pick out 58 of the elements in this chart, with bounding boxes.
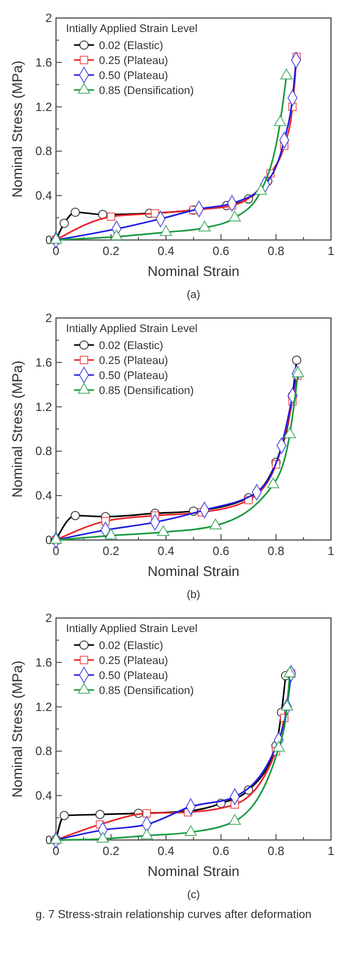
x-tick-label: 0.2 [102, 544, 120, 558]
y-tick-label: 2 [45, 11, 52, 25]
y-tick-label: 1.2 [35, 100, 52, 114]
legend-title: Intially Applied Strain Level [66, 23, 198, 35]
legend-label: 0.85 (Densification) [99, 85, 194, 97]
text: (a) [186, 289, 200, 301]
text: (c) [187, 889, 200, 901]
legend-label: 0.02 (Elastic) [99, 340, 164, 352]
legend-label: 0.02 (Elastic) [99, 640, 164, 652]
x-tick-label: 0.4 [158, 544, 175, 558]
x-tick-label: 0.6 [212, 244, 230, 258]
legend-title: Intially Applied Strain Level [66, 323, 198, 335]
y-tick-label: 0 [45, 833, 52, 847]
y-tick-label: 0 [45, 233, 52, 247]
x-tick-label: 1 [328, 844, 335, 858]
x-tick-label: 0.4 [158, 844, 175, 858]
y-tick-label: 0.4 [35, 488, 52, 503]
y-tick-label: 0 [45, 533, 52, 547]
legend-title: Intially Applied Strain Level [66, 623, 198, 635]
y-axis-title: Nominal Stress (MPa) [9, 60, 25, 198]
y-tick-label: 1.2 [35, 700, 52, 714]
legend-label: 0.50 (Plateau) [99, 70, 168, 82]
text: g. 7 Stress-strain relationship curves after deformation [35, 909, 312, 921]
x-tick-label: 0.2 [102, 844, 120, 858]
y-tick-label: 2 [45, 611, 52, 625]
x-axis-title: Nominal Strain [148, 863, 240, 879]
legend-label: 0.85 (Densification) [99, 685, 194, 697]
y-tick-label: 0.8 [35, 144, 52, 158]
legend-label: 0.25 (Plateau) [99, 55, 168, 67]
legend-label: 0.50 (Plateau) [99, 670, 168, 682]
legend-label: 0.02 (Elastic) [99, 40, 164, 52]
x-tick-label: 0.8 [268, 844, 285, 858]
legend-label: 0.50 (Plateau) [99, 370, 168, 382]
y-tick-label: 0.4 [35, 788, 52, 803]
y-tick-label: 2 [45, 311, 52, 325]
y-axis-title: Nominal Stress (MPa) [9, 360, 25, 498]
x-tick-label: 0.6 [212, 844, 230, 858]
y-tick-label: 1.6 [35, 55, 52, 70]
legend-label: 0.25 (Plateau) [99, 655, 168, 667]
x-tick-label: 1 [328, 544, 335, 558]
x-axis-title: Nominal Strain [148, 263, 240, 279]
text: (b) [186, 589, 200, 601]
x-tick-label: 0.4 [158, 244, 175, 258]
y-tick-label: 1.6 [35, 655, 52, 670]
legend-label: 0.25 (Plateau) [99, 355, 168, 367]
y-tick-label: 0.8 [35, 444, 52, 458]
x-tick-label: 0.6 [212, 544, 230, 558]
x-tick-label: 0.8 [268, 544, 285, 558]
y-tick-label: 0.8 [35, 744, 52, 758]
y-tick-label: 1.2 [35, 400, 52, 414]
x-tick-label: 0.8 [268, 244, 285, 258]
x-axis-title: Nominal Strain [148, 563, 240, 579]
x-tick-label: 0.2 [102, 244, 120, 258]
y-tick-label: 0.4 [35, 188, 52, 203]
legend-label: 0.85 (Densification) [99, 385, 194, 397]
y-tick-label: 1.6 [35, 355, 52, 370]
y-axis-title: Nominal Stress (MPa) [9, 660, 25, 798]
x-tick-label: 1 [328, 244, 335, 258]
